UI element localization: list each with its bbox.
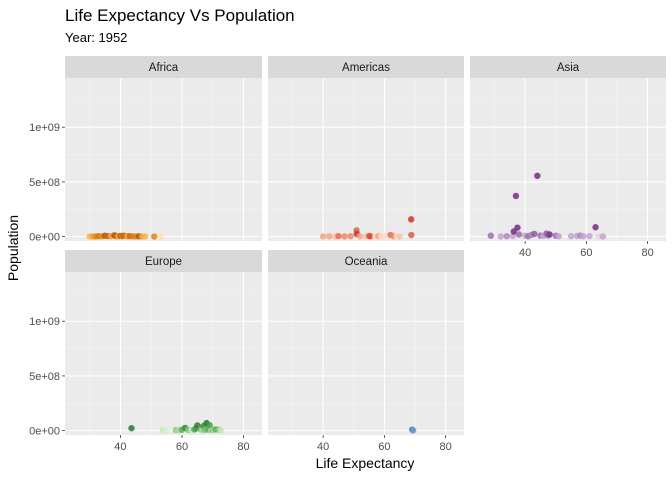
data-point	[408, 231, 415, 239]
facet-strip	[65, 250, 262, 272]
x-axis-label: Life Expectancy	[316, 455, 415, 471]
x-tick-label: 40	[114, 441, 126, 453]
facet-strip	[268, 250, 464, 272]
facet-strip-label: Oceania	[345, 256, 388, 268]
data-point	[157, 233, 164, 240]
data-point	[515, 231, 523, 238]
x-tick-label: 40	[519, 247, 531, 259]
y-tick-label: 1e+09	[29, 316, 60, 328]
facet-strip	[470, 56, 666, 78]
data-point	[580, 233, 587, 240]
facet-strip	[268, 56, 464, 78]
x-tick-label: 80	[237, 441, 249, 453]
data-point	[409, 427, 417, 434]
data-point	[319, 233, 327, 240]
data-point	[567, 232, 575, 240]
data-point	[396, 233, 403, 240]
y-tick-label: 5e+08	[29, 371, 60, 383]
chart-subtitle: Year: 1952	[65, 30, 127, 45]
data-point	[356, 233, 364, 240]
data-point	[128, 425, 135, 432]
data-point	[367, 233, 374, 240]
y-tick-label: 0e+00	[29, 232, 60, 244]
x-tick-label: 60	[176, 441, 188, 453]
facet-strip	[65, 56, 262, 78]
data-point	[341, 233, 348, 240]
data-point	[326, 233, 333, 240]
data-point	[512, 192, 520, 200]
x-tick-label: 60	[378, 441, 390, 453]
data-point	[531, 230, 538, 238]
panel-background	[268, 272, 464, 435]
panel-background	[65, 272, 262, 435]
data-point	[163, 427, 170, 434]
facet-panel-asia: Asia 40 60 80	[470, 56, 666, 259]
facet-panel-europe: Europe 0e+00 5e+08 1e+09 40 60 80	[29, 250, 262, 453]
data-point	[381, 233, 388, 240]
x-tick-label: 40	[317, 441, 329, 453]
data-point	[592, 224, 599, 231]
data-point	[555, 233, 563, 240]
facet-panel-oceania: Oceania 40 60 80	[268, 250, 464, 453]
data-point	[347, 232, 354, 240]
facet-panel-americas: Americas	[268, 56, 464, 241]
data-point	[497, 233, 504, 240]
data-point	[141, 233, 149, 240]
data-point	[586, 232, 593, 240]
panel-background	[268, 78, 464, 241]
data-point	[514, 224, 521, 231]
x-tick-label: 60	[580, 247, 592, 259]
y-tick-label: 5e+08	[29, 177, 60, 189]
data-point	[335, 232, 342, 240]
facet-strip-label: Africa	[149, 62, 179, 74]
x-tick-label: 80	[642, 247, 654, 259]
data-point	[151, 233, 158, 240]
data-point	[534, 172, 541, 179]
y-tick-label: 0e+00	[29, 426, 60, 438]
facet-strip-label: Europe	[145, 256, 182, 268]
panel-background	[470, 78, 666, 241]
facet-strip-label: Americas	[342, 62, 390, 74]
data-point	[599, 233, 607, 240]
data-point	[217, 427, 225, 434]
chart-title: Life Expectancy Vs Population	[65, 6, 295, 25]
panel-background	[65, 78, 262, 241]
data-point	[546, 231, 553, 238]
data-point	[503, 232, 510, 240]
data-point	[206, 421, 213, 429]
facet-strip-label: Asia	[557, 62, 580, 74]
data-point	[487, 232, 495, 239]
y-axis-label: Population	[5, 215, 21, 281]
facet-panel-africa: Africa 0e+00 5e+08 1e+09	[29, 56, 262, 244]
data-point	[407, 216, 415, 223]
y-tick-label: 1e+09	[29, 122, 60, 134]
x-tick-label: 80	[440, 441, 452, 453]
